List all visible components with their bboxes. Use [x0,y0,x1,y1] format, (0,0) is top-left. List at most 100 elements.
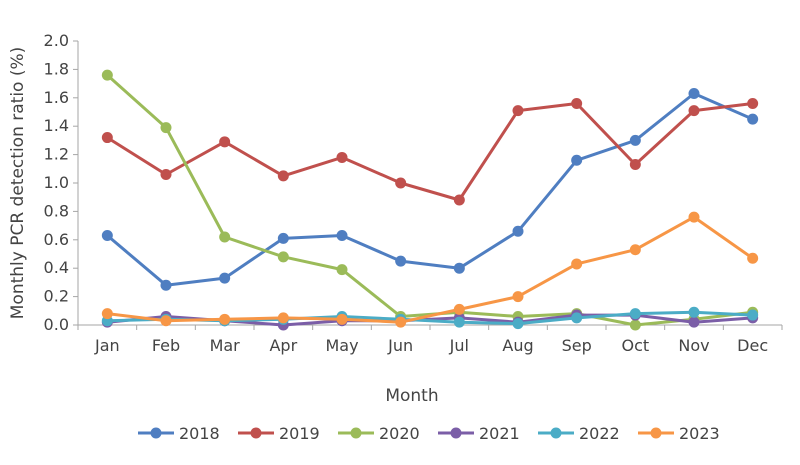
legend-label: 2022 [579,424,620,443]
data-point [277,312,289,324]
series-line-2019 [106,102,753,202]
data-point [453,262,465,274]
legend-label: 2020 [379,424,420,443]
series-2023 [101,211,759,328]
data-point [219,313,231,325]
x-tick-label: Nov [678,336,709,355]
legend-item-2021: 2021 [438,424,520,443]
legend-item-2020: 2020 [338,424,420,443]
data-point [512,318,524,330]
x-tick-label: May [325,336,358,355]
data-point [571,97,583,109]
data-point [336,264,348,276]
data-point [747,113,759,125]
x-tick-label: Mar [210,336,241,355]
y-tick-label: 0.6 [44,230,69,249]
x-tick-label: Feb [152,336,180,355]
data-point [629,134,641,146]
data-point [395,255,407,267]
legend-swatch-marker [250,427,262,439]
legend-item-2022: 2022 [538,424,620,443]
data-point [160,279,172,291]
y-tick-label: 1.0 [44,173,69,192]
legend-swatch-marker [650,427,662,439]
y-tick-label: 0.2 [44,287,69,306]
x-tick-label: Apr [269,336,297,355]
data-point [688,211,700,223]
data-point [219,231,231,243]
legend-label: 2023 [679,424,720,443]
data-point [336,151,348,163]
y-tick-label: 1.4 [44,116,69,135]
data-point [688,316,700,328]
data-point [453,316,465,328]
legend-swatch-marker [450,427,462,439]
y-tick-label: 1.8 [44,59,69,78]
data-point [101,132,113,144]
x-tick-label: Sep [562,336,592,355]
legend-label: 2019 [279,424,320,443]
data-point [629,319,641,331]
data-point [512,105,524,117]
data-point [219,136,231,148]
data-point [747,252,759,264]
y-tick-label: 2.0 [44,31,69,50]
legend-item-2023: 2023 [638,424,720,443]
x-axis: Jan Feb Mar Apr May Jun Jul Aug Sep Oct Nov Dec [77,324,783,355]
data-point [688,105,700,117]
series-2020 [101,69,759,331]
data-point [688,306,700,318]
x-axis-title: Month [385,386,438,406]
legend-label: 2018 [179,424,220,443]
data-point [101,308,113,320]
data-point [160,168,172,180]
series-line-2018 [106,92,754,287]
legend: 2018 2019 2020 2021 2022 2023 [138,424,720,443]
x-tick-label: Oct [621,336,649,355]
y-tick-label: 1.6 [44,88,69,107]
data-point [571,258,583,270]
series-2019 [101,97,759,206]
y-tick-label: 1.2 [44,145,69,164]
data-point [688,88,700,100]
data-point [629,244,641,256]
data-point [571,154,583,166]
x-tick-label: Dec [737,336,768,355]
legend-swatch-marker [350,427,362,439]
data-point [512,225,524,237]
x-tick-label: Jun [387,336,413,355]
data-point [219,272,231,284]
data-point [336,313,348,325]
data-point [512,291,524,303]
series-layer [101,69,759,331]
legend-swatch-marker [150,427,162,439]
data-point [160,315,172,327]
data-point [395,316,407,328]
y-tick-label: 0.8 [44,201,69,220]
data-point [629,159,641,171]
y-axis: 0.0 0.2 0.4 0.6 0.8 1.0 1.2 1.4 1.6 1.8 2.0 [44,31,79,334]
series-line-2020 [106,73,753,327]
legend-swatch-marker [550,427,562,439]
legend-label: 2021 [479,424,520,443]
data-point [336,230,348,242]
data-point [395,177,407,189]
data-point [747,97,759,109]
series-2018 [101,88,759,291]
data-point [160,122,172,134]
y-tick-label: 0.4 [44,258,69,277]
series-line-2023 [107,215,754,324]
data-point [629,308,641,320]
data-point [277,251,289,263]
data-point [453,303,465,315]
y-tick-label: 0.0 [44,315,69,334]
y-axis-title: Monthly PCR detection ratio (%) [8,47,28,320]
x-tick-label: Jul [449,336,469,355]
data-point [453,194,465,206]
data-point [571,312,583,324]
x-tick-label: Jan [94,336,120,355]
data-point [277,232,289,244]
data-point [747,309,759,321]
legend-item-2019: 2019 [238,424,320,443]
